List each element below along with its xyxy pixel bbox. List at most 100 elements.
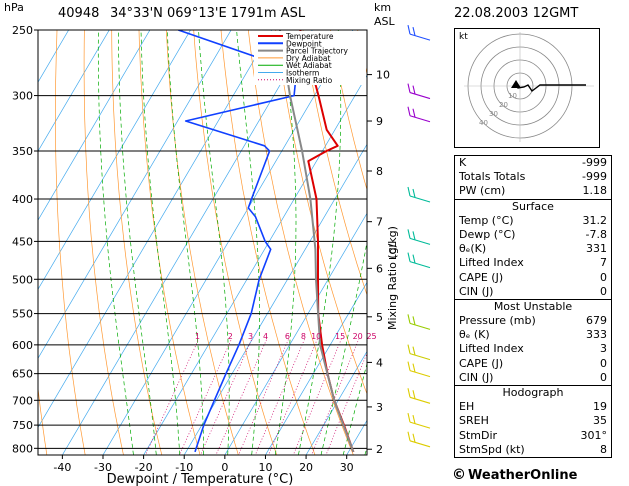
- table-row: Lifted Index 7: [459, 256, 607, 270]
- storm-motion-marker: [511, 80, 521, 88]
- wind-barb: [407, 314, 431, 330]
- table-row: EH 19: [459, 400, 607, 414]
- mixing-ratio-line: [238, 338, 290, 455]
- most-unstable-section: Most Unstable Pressure (mb) 679 θₑ (K) 333…: [455, 300, 611, 386]
- x-axis-label: Dewpoint / Temperature (°C): [107, 472, 294, 486]
- legend-label: Dry Adiabat: [286, 54, 330, 63]
- isotherm-line: [183, 143, 367, 455]
- mixing-ratio-label: 2: [228, 332, 233, 341]
- wind-barb: [407, 344, 431, 361]
- table-row: CIN (J) 0: [459, 284, 607, 298]
- mixing-ratio-label: 8: [301, 332, 306, 341]
- dry-adiabat-line: [193, 30, 278, 455]
- table-row: CIN (J) 0: [459, 370, 607, 384]
- height-tick-label: 4: [376, 356, 383, 369]
- table-row: SREH 35: [459, 414, 607, 428]
- table-row: StmSpd (kt) 8: [459, 442, 607, 456]
- hodograph-ring-label-1: 10: [508, 92, 517, 100]
- pressure-tick-label: 350: [12, 145, 33, 158]
- dry-adiabat-line: [111, 30, 163, 455]
- height-tick-label: 2: [376, 443, 383, 456]
- copyright-mark: ©: [452, 467, 466, 483]
- info-table: K -999 Totals Totals -999 PW (cm) 1.18 Surf…: [454, 155, 612, 458]
- temperature-tick-label: -10: [175, 461, 193, 474]
- temperature-tick-label: 10: [258, 461, 272, 474]
- surface-section: Surface Temp (°C) 31.2 Dewp (°C) -7.8 θₑ(K…: [455, 200, 611, 300]
- height-tick-label: 10: [376, 69, 390, 82]
- table-row: θₑ (K) 333: [459, 328, 607, 342]
- pressure-tick-label: 750: [12, 419, 33, 432]
- height-tick-label: 9: [376, 115, 383, 128]
- isotherm-line: [38, 30, 273, 429]
- height-tick-label: 6: [376, 262, 383, 275]
- footer-brand[interactable]: WeatherOnline: [468, 468, 578, 483]
- hodograph-ring-label-3: 30: [489, 110, 498, 118]
- pressure-tick-label: 700: [12, 394, 33, 407]
- pressure-tick-label: 550: [12, 308, 33, 321]
- wet-adiabat-line: [166, 30, 204, 455]
- dry-adiabat-line: [302, 30, 367, 296]
- hodograph-ring-label-4: 40: [479, 119, 488, 127]
- dry-adiabat-line: [0, 15, 9, 461]
- hodograph-frame: [454, 28, 600, 148]
- pressure-tick-label: 500: [12, 273, 33, 286]
- isotherm-line: [38, 30, 151, 221]
- wet-adiabat-line: [320, 240, 367, 455]
- surface-title: Surface: [512, 199, 554, 213]
- height-tick-label: 8: [376, 165, 383, 178]
- indices-section: K -999 Totals Totals -999 PW (cm) 1.18: [455, 156, 611, 200]
- mixing-ratio-label: 25: [366, 332, 376, 341]
- isotherm-line: [38, 30, 232, 360]
- wind-barb: [407, 388, 431, 404]
- temperature-tick-label: -40: [53, 461, 71, 474]
- datetime: 22.08.2003 12GMT: [454, 6, 579, 21]
- table-row: Temp (°C) 31.2: [459, 213, 607, 227]
- mixing-ratio-label: 1: [195, 332, 200, 341]
- wet-adiabat-line: [118, 30, 157, 455]
- wet-adiabat-line: [274, 30, 297, 455]
- mixing-ratio-line: [325, 352, 367, 455]
- dry-adiabat-line: [247, 30, 354, 455]
- isotherm-line: [265, 281, 367, 455]
- hodograph: kt 10 20 30 40: [454, 28, 600, 148]
- most-unstable-title: Most Unstable: [493, 299, 573, 313]
- mixing-ratio-line: [215, 338, 268, 455]
- wind-barb: [407, 361, 431, 378]
- dry-adiabat-line: [275, 30, 367, 395]
- wind-barb: [407, 229, 431, 245]
- dry-adiabat-line: [329, 30, 367, 191]
- pressure-tick-label: 650: [12, 368, 33, 381]
- isotherm-line: [38, 30, 191, 290]
- station-location: 34°33'N 069°13'E 1791m ASL: [110, 6, 306, 21]
- table-row: StmDir 301°: [459, 428, 607, 442]
- wind-barb: [407, 106, 431, 123]
- hodograph-unit: kt: [459, 32, 468, 42]
- temperature-tick-label: 30: [340, 461, 354, 474]
- mixing-ratio-label: 10: [311, 332, 321, 341]
- legend-label: Isotherm: [286, 69, 319, 78]
- plot-frame: [37, 29, 368, 456]
- height-tick-label: 5: [376, 311, 383, 324]
- height-tick-label: 3: [376, 401, 383, 414]
- hodograph-trace: [513, 83, 586, 93]
- isotherm-line: [61, 30, 313, 455]
- station-id: 40948: [58, 6, 100, 21]
- pressure-tick-label: 400: [12, 193, 33, 206]
- wind-barb: [407, 412, 431, 429]
- table-row: Dewp (°C) -7.8: [459, 227, 607, 241]
- legend-label: Dewpoint: [286, 39, 322, 48]
- temperature-tick-label: 0: [221, 461, 228, 474]
- mixing-ratio-line: [311, 338, 360, 455]
- isotherm-line: [305, 350, 367, 455]
- wind-barb: [407, 25, 431, 41]
- legend-label: Parcel Trajectory: [286, 47, 348, 56]
- pressure-tick-label: 800: [12, 442, 33, 455]
- table-row: Pressure (mb) 679: [459, 314, 607, 328]
- temperature-tick-label: -20: [135, 461, 153, 474]
- isotherm-line: [143, 74, 367, 455]
- wind-barb: [407, 431, 431, 448]
- dry-adiabat-line: [38, 384, 48, 455]
- wet-adiabat-line: [97, 30, 134, 455]
- temperature-tick-label: -30: [94, 461, 112, 474]
- hpa-label: hPa: [4, 1, 24, 14]
